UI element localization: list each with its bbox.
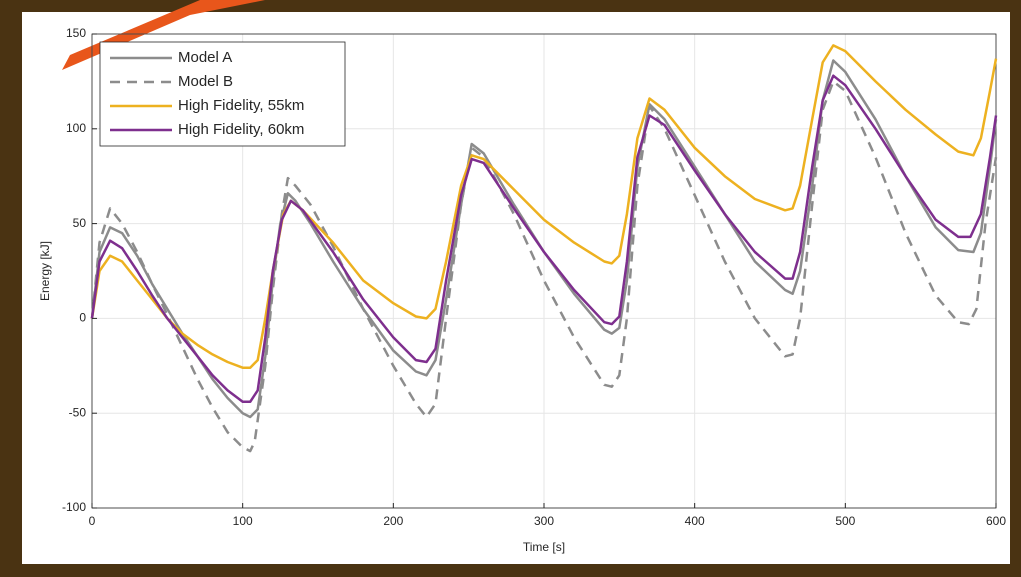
x-tick-label: 0 xyxy=(89,514,96,528)
series-line xyxy=(90,44,998,369)
series-line xyxy=(90,59,998,419)
x-tick-label: 100 xyxy=(233,514,253,528)
x-tick-label: 400 xyxy=(685,514,705,528)
x-tick-label: 600 xyxy=(986,514,1006,528)
x-tick-label: 300 xyxy=(534,514,554,528)
y-tick-label: 150 xyxy=(66,26,86,40)
y-tick-label: 0 xyxy=(79,311,86,325)
x-axis-label: Time [s] xyxy=(523,540,565,554)
legend-label: High Fidelity, 60km xyxy=(178,121,304,138)
x-tick-label: 500 xyxy=(835,514,855,528)
y-tick-label: 50 xyxy=(73,216,87,230)
legend-label: High Fidelity, 55km xyxy=(178,97,304,114)
y-axis-label: Energy [kJ] xyxy=(38,241,52,301)
y-tick-label: 100 xyxy=(66,121,86,135)
y-tick-label: -50 xyxy=(69,405,87,419)
y-tick-label: -100 xyxy=(62,500,86,514)
legend-label: Model A xyxy=(178,49,232,66)
x-tick-label: 200 xyxy=(383,514,403,528)
series-line xyxy=(90,74,998,404)
legend-box xyxy=(99,41,346,147)
legend-label: Model B xyxy=(178,73,233,90)
series-line xyxy=(90,80,998,453)
